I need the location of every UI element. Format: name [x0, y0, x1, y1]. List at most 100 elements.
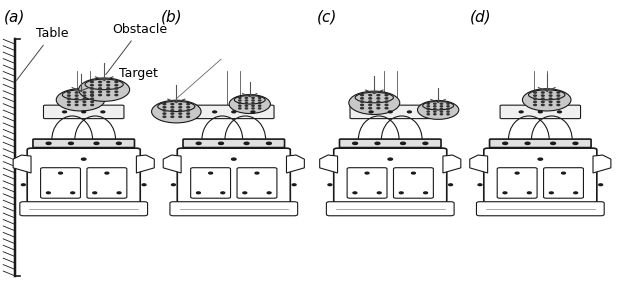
- Ellipse shape: [422, 101, 454, 110]
- Circle shape: [534, 92, 536, 93]
- Circle shape: [573, 192, 577, 194]
- Text: (d): (d): [470, 9, 492, 24]
- Circle shape: [440, 103, 443, 104]
- Circle shape: [187, 107, 189, 108]
- FancyBboxPatch shape: [350, 105, 431, 118]
- Circle shape: [427, 111, 429, 112]
- Circle shape: [115, 94, 118, 96]
- Circle shape: [447, 111, 449, 112]
- Circle shape: [573, 142, 578, 144]
- Circle shape: [369, 108, 372, 109]
- FancyBboxPatch shape: [476, 202, 604, 216]
- Circle shape: [93, 192, 97, 194]
- FancyBboxPatch shape: [87, 168, 127, 198]
- Polygon shape: [163, 155, 181, 173]
- Circle shape: [252, 100, 254, 101]
- Circle shape: [90, 81, 93, 83]
- Circle shape: [378, 192, 381, 194]
- Circle shape: [90, 91, 93, 92]
- FancyBboxPatch shape: [20, 202, 148, 216]
- Circle shape: [245, 105, 248, 106]
- Circle shape: [99, 94, 102, 96]
- Circle shape: [361, 101, 364, 102]
- Circle shape: [377, 104, 380, 106]
- FancyBboxPatch shape: [543, 168, 584, 198]
- FancyBboxPatch shape: [347, 168, 387, 198]
- Circle shape: [219, 142, 223, 144]
- Circle shape: [90, 94, 93, 96]
- Circle shape: [434, 106, 436, 107]
- Circle shape: [349, 91, 400, 114]
- Circle shape: [115, 81, 118, 83]
- Circle shape: [557, 111, 561, 113]
- Circle shape: [46, 142, 51, 144]
- Circle shape: [107, 85, 109, 86]
- FancyBboxPatch shape: [326, 202, 454, 216]
- Circle shape: [266, 142, 271, 144]
- Circle shape: [56, 89, 105, 111]
- Circle shape: [417, 101, 459, 119]
- Circle shape: [449, 184, 452, 186]
- Circle shape: [82, 111, 86, 113]
- Circle shape: [163, 103, 166, 105]
- Circle shape: [259, 97, 260, 98]
- Circle shape: [47, 192, 51, 194]
- FancyBboxPatch shape: [44, 105, 124, 118]
- Circle shape: [83, 104, 86, 106]
- Ellipse shape: [85, 79, 124, 90]
- Circle shape: [252, 97, 254, 98]
- FancyBboxPatch shape: [394, 168, 433, 198]
- Circle shape: [385, 104, 388, 106]
- Circle shape: [434, 108, 436, 109]
- Circle shape: [107, 94, 109, 96]
- Circle shape: [179, 110, 182, 111]
- Circle shape: [557, 95, 560, 96]
- Circle shape: [353, 192, 357, 194]
- Circle shape: [534, 98, 536, 99]
- FancyBboxPatch shape: [484, 148, 597, 203]
- Circle shape: [68, 92, 70, 93]
- Circle shape: [90, 85, 93, 86]
- Circle shape: [434, 111, 436, 112]
- Circle shape: [369, 104, 372, 106]
- Circle shape: [91, 98, 93, 99]
- Ellipse shape: [355, 92, 394, 103]
- Circle shape: [76, 92, 78, 93]
- Circle shape: [541, 92, 544, 93]
- Circle shape: [163, 116, 166, 117]
- Circle shape: [447, 114, 449, 115]
- Circle shape: [99, 91, 102, 92]
- Polygon shape: [470, 155, 488, 173]
- FancyBboxPatch shape: [497, 168, 537, 198]
- Circle shape: [209, 172, 212, 174]
- Circle shape: [252, 108, 254, 109]
- FancyBboxPatch shape: [40, 168, 81, 198]
- Circle shape: [68, 104, 70, 106]
- Circle shape: [259, 108, 260, 109]
- Circle shape: [163, 110, 166, 111]
- Text: Target: Target: [83, 67, 157, 102]
- Circle shape: [101, 111, 105, 113]
- Circle shape: [557, 92, 560, 93]
- Circle shape: [377, 98, 380, 99]
- Circle shape: [59, 172, 63, 174]
- Circle shape: [361, 94, 364, 96]
- Circle shape: [369, 101, 372, 102]
- Circle shape: [534, 95, 536, 96]
- Circle shape: [557, 98, 560, 99]
- Circle shape: [549, 192, 553, 194]
- Circle shape: [221, 192, 225, 194]
- Circle shape: [171, 107, 173, 108]
- Polygon shape: [13, 155, 31, 173]
- Circle shape: [377, 101, 380, 102]
- Circle shape: [557, 101, 560, 102]
- Circle shape: [245, 108, 248, 109]
- Circle shape: [434, 103, 436, 104]
- Circle shape: [179, 113, 182, 114]
- Circle shape: [385, 108, 388, 109]
- Circle shape: [94, 142, 99, 144]
- Circle shape: [172, 184, 175, 186]
- Circle shape: [115, 85, 118, 86]
- Text: Obstacle: Obstacle: [106, 23, 168, 75]
- Circle shape: [424, 192, 428, 194]
